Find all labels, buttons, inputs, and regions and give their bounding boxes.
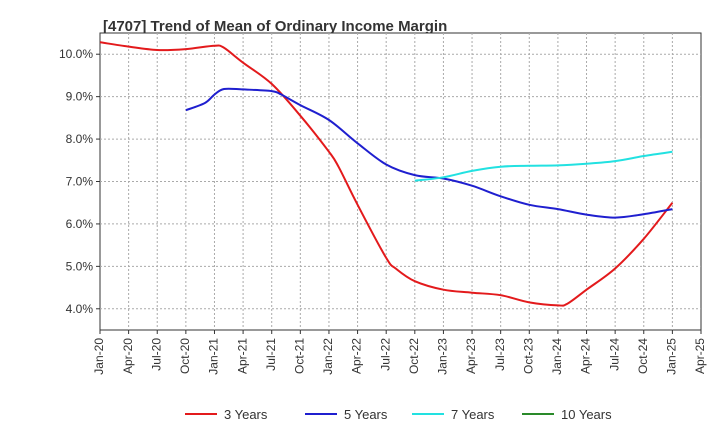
y-tick-label: 10.0% [59, 47, 93, 61]
x-tick-label: Jul-24 [607, 338, 621, 371]
x-tick-label: Apr-23 [464, 338, 478, 374]
x-tick-label: Oct-21 [293, 338, 307, 374]
x-tick-label: Jan-20 [92, 338, 106, 375]
grid [100, 33, 701, 330]
chart-title: [4707] Trend of Mean of Ordinary Income … [103, 18, 447, 35]
x-tick-label: Jan-23 [436, 338, 450, 375]
legend-label-3-years: 3 Years [224, 407, 268, 422]
y-axis: 4.0% 5.0% 6.0% 7.0% 8.0% 9.0% 10.0% [59, 47, 100, 316]
legend-label-10-years: 10 Years [561, 407, 612, 422]
x-tick-label: Jul-20 [149, 338, 163, 371]
x-tick-label: Apr-25 [693, 338, 707, 374]
x-tick-label: Jan-24 [550, 338, 564, 375]
x-axis: Jan-20 Apr-20 Jul-20 Oct-20 Jan-21 Apr-21 Jul-… [92, 330, 707, 375]
x-tick-label: Oct-23 [521, 338, 535, 374]
y-tick-label: 8.0% [66, 132, 94, 146]
legend-label-7-years: 7 Years [451, 407, 495, 422]
y-tick-label: 5.0% [66, 259, 94, 273]
x-tick-label: Jan-22 [321, 338, 335, 375]
x-tick-label: Jan-21 [207, 338, 221, 375]
x-tick-label: Apr-20 [121, 338, 135, 374]
series-line-3-years [99, 41, 674, 307]
series-line-5-years [185, 87, 673, 219]
x-tick-label: Oct-20 [178, 338, 192, 374]
legend: 3 Years 5 Years 7 Years 10 Years [185, 407, 612, 422]
x-tick-label: Jan-25 [665, 338, 679, 375]
x-tick-label: Jul-22 [378, 338, 392, 371]
x-tick-label: Apr-21 [235, 338, 249, 374]
series-lines [99, 41, 674, 307]
x-tick-label: Apr-24 [579, 338, 593, 374]
y-tick-label: 9.0% [66, 90, 94, 104]
x-tick-label: Oct-22 [407, 338, 421, 374]
y-tick-label: 6.0% [66, 217, 94, 231]
x-tick-label: Apr-22 [350, 338, 364, 374]
x-tick-label: Jul-23 [493, 338, 507, 371]
series-line-7-years [414, 150, 673, 182]
x-tick-label: Oct-24 [636, 338, 650, 374]
y-tick-label: 4.0% [66, 302, 94, 316]
y-tick-label: 7.0% [66, 175, 94, 189]
legend-label-5-years: 5 Years [344, 407, 388, 422]
x-tick-label: Jul-21 [264, 338, 278, 371]
